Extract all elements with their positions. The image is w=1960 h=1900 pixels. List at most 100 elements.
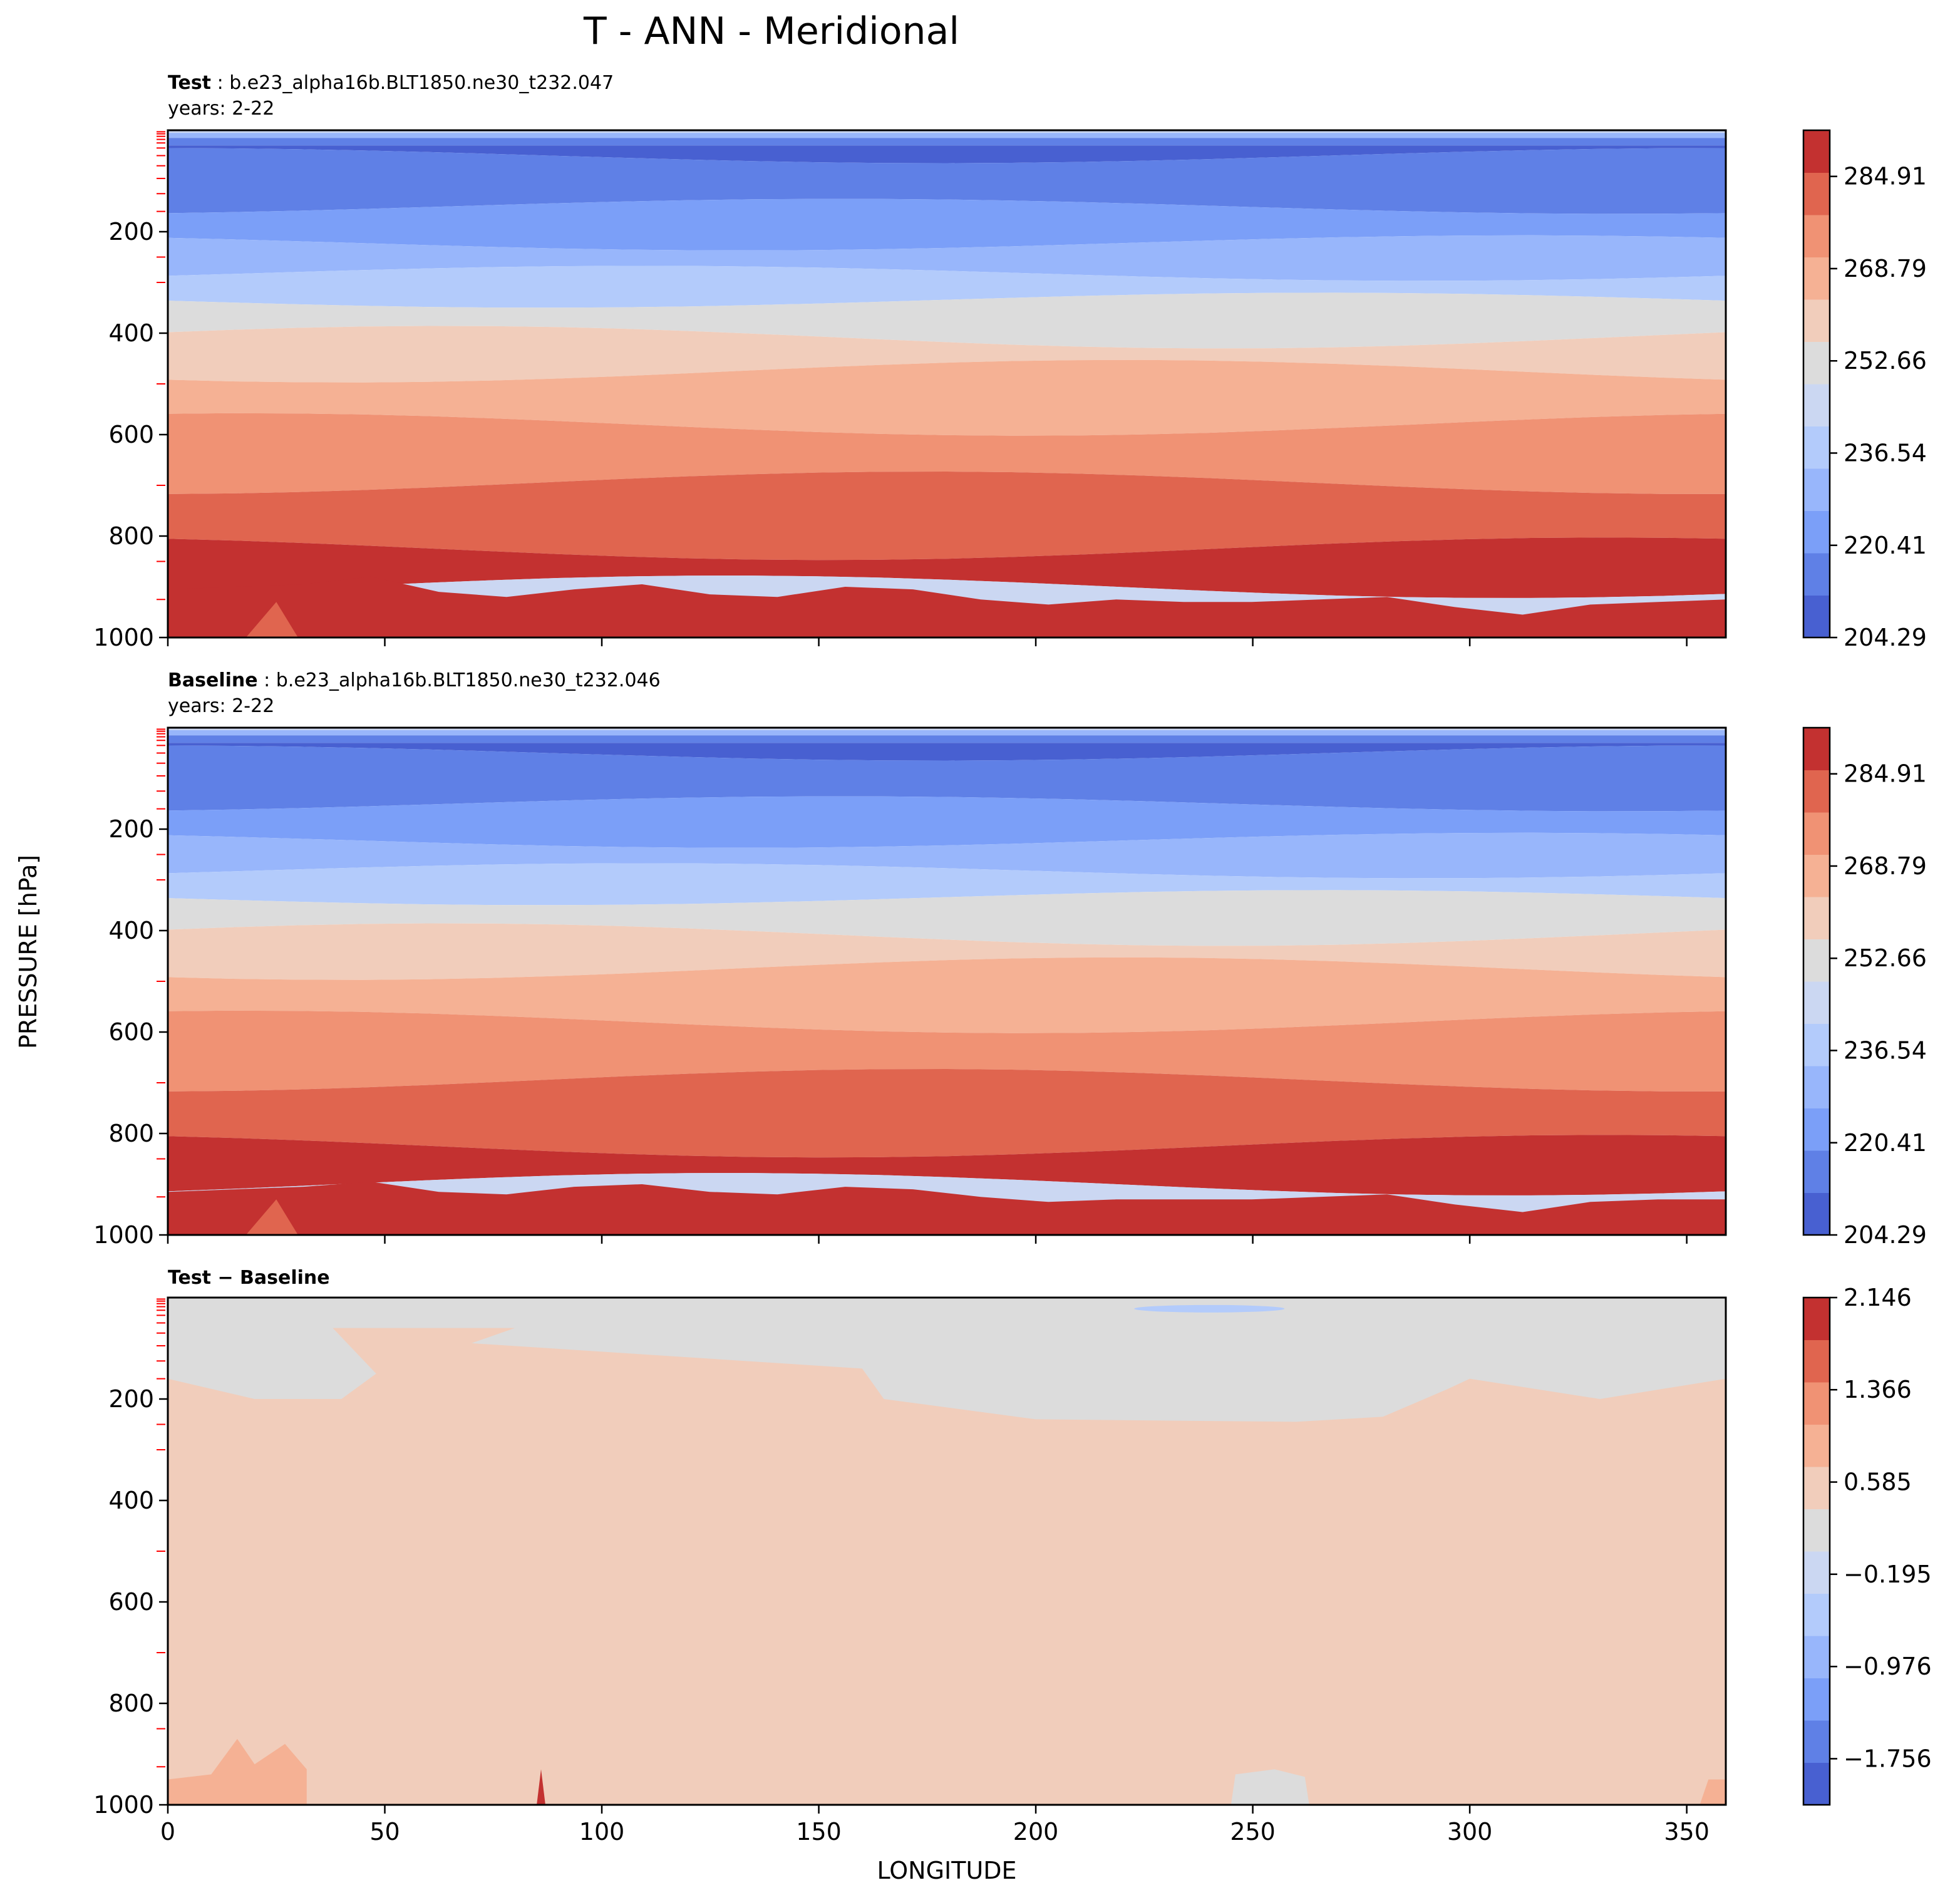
y-tick-label: 200 [108, 1385, 154, 1413]
colorbar-segment [1803, 1150, 1830, 1193]
panel-title-bold: Test [168, 72, 211, 94]
plot-frame [167, 1296, 1727, 1806]
contour-band [168, 292, 1726, 349]
contour-band-surface-left [168, 1738, 307, 1805]
y-tick-label: 400 [108, 1487, 154, 1514]
colorbar-tick-label: 268.79 [1844, 852, 1927, 880]
y-tick-label: 600 [108, 1018, 154, 1046]
colorbar-segment [1803, 897, 1830, 939]
colorbar-segment [1803, 1593, 1830, 1636]
contour-band [168, 266, 1726, 308]
contour-band-notch [245, 1199, 298, 1235]
contour-band [168, 145, 1726, 163]
colorbar-segment [1803, 770, 1830, 813]
y-tick-label: 200 [108, 218, 154, 245]
contour-band [168, 745, 1726, 812]
y-tick-label: 200 [108, 815, 154, 843]
colorbar-frame [1802, 726, 1831, 1236]
colorbar-segment [1803, 1066, 1830, 1108]
y-tick-label: 1000 [93, 1791, 154, 1819]
contour-band [168, 537, 1726, 598]
colorbar-tick-label: −0.195 [1844, 1561, 1932, 1588]
x-tick-label: 350 [1664, 1818, 1710, 1846]
colorbar-tick-label: 204.29 [1844, 1221, 1927, 1249]
contour-band [168, 199, 1726, 250]
y-tick-label: 1000 [93, 1221, 154, 1249]
x-tick-label: 150 [796, 1818, 842, 1846]
plot-area [168, 130, 1726, 638]
y-tick-label: 800 [108, 522, 154, 550]
colorbar-segment [1803, 257, 1830, 300]
colorbar-tick-label: 1.366 [1844, 1376, 1912, 1403]
x-tick-label: 200 [1013, 1818, 1059, 1846]
colorbar-tick-label: 204.29 [1844, 624, 1927, 651]
colorbar-tick-label: −0.976 [1844, 1653, 1932, 1680]
colorbar-segment [1803, 553, 1830, 596]
contour-band-surface-mid [1230, 1769, 1309, 1805]
contour-band [168, 472, 1726, 560]
y-tick-label: 600 [108, 421, 154, 448]
colorbar-tick-label: 268.79 [1844, 255, 1927, 282]
colorbar-segment [1803, 1298, 1830, 1340]
contour-band-near-zero [168, 1298, 1726, 1422]
colorbar-segment [1803, 1467, 1830, 1509]
contour-band [168, 148, 1726, 214]
colorbar: 2.146 1.366 0.585 −0.195 −0.976 −1.756 [1802, 1284, 1932, 1806]
contour-band [168, 235, 1726, 281]
panel-test: Test : b.e23_alpha16b.BLT1850.ne30_t232.… [93, 72, 1927, 651]
colorbar-segment [1803, 172, 1830, 215]
colorbar-segment [1803, 854, 1830, 897]
colorbar-segment [1803, 384, 1830, 426]
colorbar-tick-label: −1.756 [1844, 1745, 1932, 1772]
colorbar-segment [1803, 1108, 1830, 1151]
contour-band [168, 923, 1726, 980]
colorbar-tick-label: 0.585 [1844, 1469, 1912, 1496]
colorbar-tick-label: 252.66 [1844, 944, 1927, 972]
colorbar-frame [1802, 129, 1831, 639]
colorbar-segment [1803, 1720, 1830, 1763]
contour-band [168, 730, 1726, 736]
y-tick-label: 800 [108, 1690, 154, 1717]
colorbar-segment [1803, 1762, 1830, 1805]
contour-band [168, 957, 1726, 1033]
colorbar-segment [1803, 1551, 1830, 1594]
contour-band [168, 133, 1726, 138]
y-tick-label: 400 [108, 917, 154, 944]
contour-band [168, 138, 1726, 146]
plot-area [168, 1298, 1726, 1805]
colorbar-segment [1803, 1509, 1830, 1552]
colorbar-tick-label: 220.41 [1844, 1129, 1927, 1157]
contour-band [168, 735, 1726, 743]
x-tick-label: 100 [579, 1818, 625, 1846]
colorbar-segment [1803, 728, 1830, 770]
colorbar-tick-label: 2.146 [1844, 1284, 1912, 1311]
panel-title-rest: : b.e23_alpha16b.BLT1850.ne30_t232.047 [211, 72, 614, 94]
plot-frame [167, 129, 1727, 639]
contour-spike [537, 1769, 545, 1805]
contour-band-surface [168, 576, 1726, 638]
colorbar-segment [1803, 1382, 1830, 1425]
contour-band-notch [245, 602, 298, 638]
colorbar-segment [1803, 510, 1830, 554]
colorbar-segment [1803, 1678, 1830, 1721]
y-tick-label: 1000 [93, 624, 154, 651]
panel-title: Test : b.e23_alpha16b.BLT1850.ne30_t232.… [168, 72, 614, 94]
colorbar-tick-label: 236.54 [1844, 1036, 1927, 1064]
colorbar-segment [1803, 426, 1830, 469]
colorbar-tick-label: 236.54 [1844, 439, 1927, 467]
colorbar: 284.91 268.79 252.66 236.54 220.41 204.29 [1802, 129, 1927, 651]
contour-band [168, 743, 1726, 761]
colorbar-frame [1802, 1296, 1831, 1806]
colorbar: 284.91 268.79 252.66 236.54 220.41 204.29 [1802, 726, 1927, 1249]
colorbar-tick-label: 252.66 [1844, 347, 1927, 374]
contour-band [168, 863, 1726, 906]
colorbar-segment [1803, 1636, 1830, 1678]
panel-subtitle: years: 2-22 [168, 695, 274, 717]
colorbar-segment [1803, 130, 1830, 173]
colorbar-segment [1803, 1192, 1830, 1236]
colorbar-segment [1803, 812, 1830, 855]
x-axis-label: LONGITUDE [877, 1857, 1016, 1884]
panel-subtitle: years: 2-22 [168, 98, 274, 120]
